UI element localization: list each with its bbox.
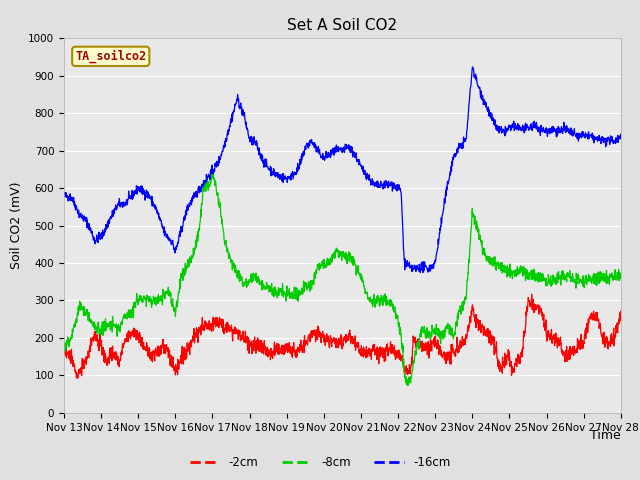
- -16cm: [419, 270, 427, 276]
- -2cm: [440, 357, 448, 362]
- Line: -2cm: -2cm: [64, 294, 621, 378]
- -2cm: [287, 349, 295, 355]
- -8cm: [291, 284, 298, 290]
- -2cm: [269, 356, 276, 361]
- Text: Time: Time: [590, 429, 621, 442]
- -16cm: [617, 133, 625, 139]
- Line: -8cm: -8cm: [64, 171, 621, 385]
- -8cm: [617, 274, 625, 280]
- -16cm: [440, 196, 448, 202]
- Legend: -2cm, -8cm, -16cm: -2cm, -8cm, -16cm: [185, 452, 455, 474]
- -16cm: [179, 223, 187, 229]
- -2cm: [528, 291, 536, 297]
- -16cm: [268, 169, 276, 175]
- -2cm: [291, 349, 298, 355]
- -8cm: [441, 335, 449, 340]
- -8cm: [404, 383, 412, 388]
- -8cm: [60, 339, 68, 345]
- -2cm: [617, 309, 625, 314]
- -16cm: [469, 64, 477, 70]
- -2cm: [92, 336, 100, 341]
- Text: TA_soilco2: TA_soilco2: [75, 49, 147, 63]
- -16cm: [92, 239, 100, 245]
- -8cm: [92, 324, 100, 330]
- -8cm: [179, 277, 187, 283]
- Y-axis label: Soil CO2 (mV): Soil CO2 (mV): [10, 182, 22, 269]
- -16cm: [60, 192, 68, 197]
- -16cm: [290, 171, 298, 177]
- Line: -16cm: -16cm: [64, 67, 621, 273]
- -16cm: [287, 171, 295, 177]
- -2cm: [60, 351, 68, 357]
- -8cm: [209, 168, 216, 174]
- -2cm: [73, 375, 81, 381]
- -8cm: [287, 293, 295, 299]
- Title: Set A Soil CO2: Set A Soil CO2: [287, 18, 397, 33]
- -2cm: [179, 361, 187, 367]
- -8cm: [269, 288, 276, 293]
